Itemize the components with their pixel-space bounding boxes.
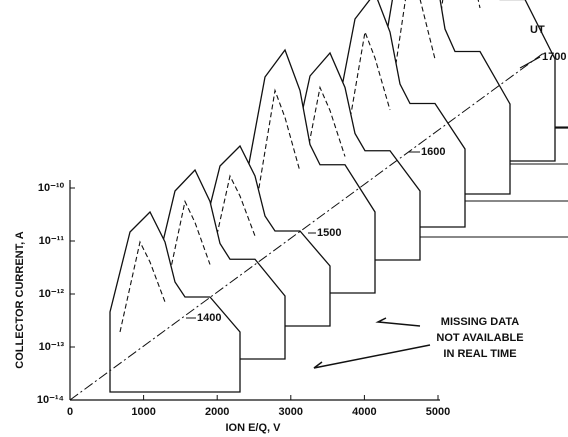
x-tick-label: 2000: [205, 406, 229, 418]
y-tick-label: 10⁻¹²: [39, 288, 65, 300]
trace-dashed: [254, 88, 301, 213]
time-label: 1500: [317, 227, 341, 239]
y-tick-label: 10⁻¹⁴: [37, 394, 64, 406]
arrow: [313, 344, 431, 369]
traces: [109, 0, 568, 393]
time-label: 1700: [542, 51, 566, 63]
x-tick-label: 3000: [279, 406, 303, 418]
arrow: [375, 317, 421, 327]
time-axis: [69, 51, 546, 401]
trace-dashed: [389, 0, 436, 105]
trace-dashed: [344, 29, 391, 150]
trace-dashed: [299, 85, 346, 192]
annotation: MISSING DATA: [441, 316, 519, 328]
x-tick-label: 4000: [352, 406, 376, 418]
trace-dashed: [164, 199, 211, 297]
y-axis-label: COLLECTOR CURRENT, A: [14, 231, 26, 369]
annotation: NOT AVAILABLE: [436, 332, 523, 344]
y-tick-label: 10⁻¹³: [39, 341, 65, 353]
time-axis-label: UT: [530, 24, 545, 36]
annotation: IN REAL TIME: [443, 348, 516, 360]
y-tick-label: 10⁻¹⁰: [38, 182, 65, 194]
x-tick-label: 0: [67, 406, 73, 418]
leader-line: [519, 56, 541, 69]
y-tick-label: 10⁻¹¹: [39, 235, 65, 247]
time-label: 1400: [197, 312, 221, 324]
time-label: 1600: [421, 146, 445, 158]
trace: [109, 210, 241, 393]
x-axis-label: ION E/Q, V: [225, 422, 281, 434]
x-tick-label: 5000: [426, 406, 450, 418]
x-tick-label: 1000: [131, 406, 155, 418]
